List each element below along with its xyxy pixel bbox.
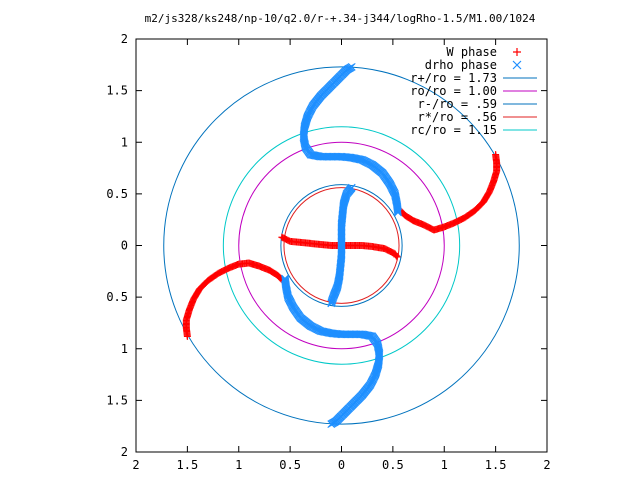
w-phase-point [393, 253, 401, 261]
legend-label: r-/ro = .59 [418, 97, 497, 111]
x-tick-label: 1.5 [485, 458, 507, 472]
x-tick-label: 0 [338, 458, 345, 472]
drho-phase-point [327, 420, 336, 429]
drho-phase-point [347, 62, 356, 71]
x-tick-label: 1 [235, 458, 242, 472]
legend-label: rc/ro = 1.15 [410, 123, 497, 137]
y-tick-label: 0.5 [106, 290, 128, 304]
y-tick-label: 1 [121, 135, 128, 149]
circle-curve [238, 141, 445, 350]
y-tick-label: 1.5 [106, 84, 128, 98]
circle-series-layer [163, 66, 520, 425]
legend-label: ro/ro = 1.00 [410, 84, 497, 98]
w-phase-point [183, 332, 191, 340]
y-tick-label: 1.5 [106, 393, 128, 407]
chart-title: m2/js328/ks248/np-10/q2.0/r-+.34-j344/lo… [145, 12, 536, 25]
w-phase-point [392, 252, 400, 260]
legend-label: W phase [446, 45, 497, 59]
legend-marker [512, 60, 522, 70]
circle-curve [283, 187, 400, 304]
axis-ticks: 2 1.5 1 0.5 0 0.5 1 1.5 221.510.500.511.52 [106, 32, 550, 472]
w-phase-point [492, 151, 500, 159]
legend-label: r+/ro = 1.73 [410, 71, 497, 85]
drho-phase-point [327, 299, 336, 308]
y-tick-label: 0.5 [106, 187, 128, 201]
point-series-layer [182, 62, 501, 429]
circle-curve [163, 66, 520, 425]
x-tick-label: 2 [543, 458, 550, 472]
x-tick-label: 0.5 [279, 458, 301, 472]
legend-label: drho phase [425, 58, 497, 72]
x-tick-label: 0.5 [382, 458, 404, 472]
legend-marker [513, 48, 521, 56]
x-tick-label: 2 [132, 458, 139, 472]
x-tick-label: 1.5 [177, 458, 199, 472]
y-tick-label: 2 [121, 32, 128, 46]
y-tick-label: 2 [121, 445, 128, 459]
y-tick-label: 0 [121, 239, 128, 253]
legend-label: r*/ro = .56 [418, 110, 497, 124]
x-tick-label: 1 [441, 458, 448, 472]
circle-curve [222, 126, 461, 365]
circle-curve [280, 184, 403, 307]
y-tick-label: 1 [121, 342, 128, 356]
